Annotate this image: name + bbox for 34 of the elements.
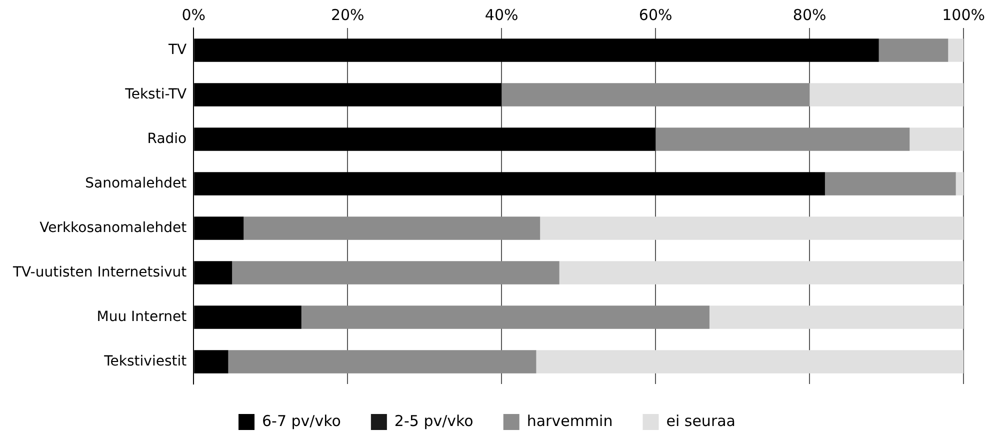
bar [878,38,948,62]
y-tick-label: Tekstiviestit [103,353,188,370]
x-tick-label: 0% [182,6,206,24]
x-tick-label: 60% [638,6,672,24]
y-tick-label: Radio [147,130,187,147]
bar [956,172,964,196]
bar [656,128,910,151]
x-tick-label: 40% [484,6,518,24]
x-tick-label: 80% [792,6,826,24]
legend-label: harvemmin [526,412,613,430]
bar [948,38,964,62]
y-tick-label: TV [167,42,188,58]
bar [232,261,560,284]
bar [540,216,964,240]
bar [502,83,810,106]
bar [536,350,964,374]
bar [244,216,540,240]
x-tick-label: 100% [942,6,986,24]
bar [910,128,964,151]
bar [709,306,964,329]
y-tick-label: Muu Internet [96,308,188,325]
legend-label: 2-5 pv/vko [394,412,474,430]
y-tick-label: Teksti-TV [124,86,188,102]
bar [301,306,710,329]
legend-label: 6-7 pv/vko [262,412,341,430]
y-tick-label: Verkkosanomalehdet [40,220,188,236]
x-tick-label: 20% [330,6,364,24]
y-tick-label: Sanomalehdet [85,175,188,192]
bar [228,350,536,374]
bar [559,261,964,284]
legend-label: ei seuraa [666,412,736,430]
y-tick-label: TV-uutisten Internetsivut [12,264,188,280]
bar [824,172,956,196]
bar [810,83,964,106]
